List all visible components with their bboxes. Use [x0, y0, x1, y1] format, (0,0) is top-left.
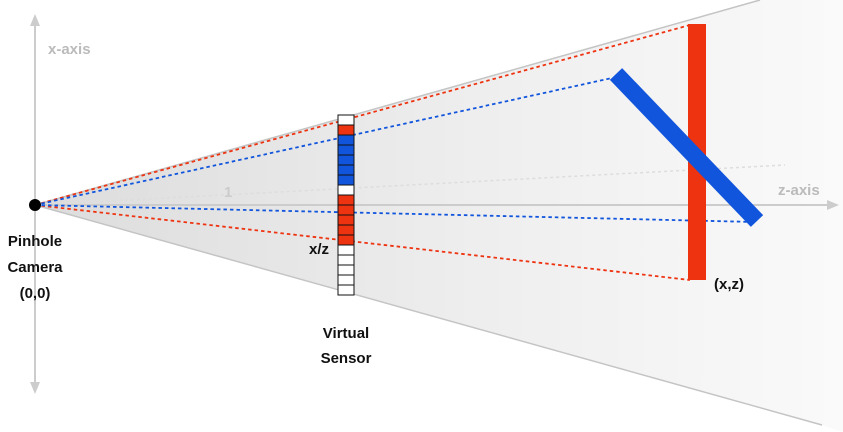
sensor-cell-white: [337, 114, 355, 126]
blue-object: [609, 68, 764, 227]
camera-label-line1: Pinhole: [8, 233, 62, 250]
sensor-cell-blue: [337, 174, 355, 186]
blue-ray-bottom: [34, 204, 756, 223]
sensor-cell-blue: [337, 134, 355, 146]
pinhole-camera-point: [29, 199, 41, 211]
x-over-z-label: x/z: [309, 241, 329, 258]
sensor-cell-red: [337, 194, 355, 206]
unit-label: 1: [224, 184, 232, 201]
frustum-upper-edge: [34, 0, 761, 206]
x-axis-arrow-up-icon: [30, 14, 40, 26]
x-axis-arrow-down-icon: [30, 382, 40, 394]
sensor-cell-blue: [337, 154, 355, 166]
x-axis-label: x-axis: [48, 41, 91, 58]
sensor-cell-white: [337, 274, 355, 286]
sensor-cell-red: [337, 224, 355, 236]
blue-ray-top: [34, 77, 613, 206]
sensor-cell-white: [337, 254, 355, 266]
z-axis-arrow-icon: [827, 200, 839, 210]
point-label: (x,z): [714, 276, 744, 293]
frustum-lower-edge: [34, 204, 823, 426]
sensor-cell-blue: [337, 144, 355, 156]
sensor-cell-white: [337, 264, 355, 276]
virtual-sensor: [337, 114, 355, 296]
sensor-cell-red: [337, 214, 355, 226]
red-ray-top: [34, 24, 691, 206]
camera-label-line3: (0,0): [20, 285, 51, 302]
view-frustum: [35, 0, 843, 432]
sensor-cell-white: [337, 244, 355, 256]
red-ray-bottom: [34, 204, 691, 281]
sensor-label-line1: Virtual: [323, 325, 369, 342]
sensor-cell-red: [337, 234, 355, 246]
z-axis-label: z-axis: [778, 182, 820, 199]
sensor-label-line2: Sensor: [321, 350, 372, 367]
sensor-cell-white: [337, 284, 355, 296]
camera-label-line2: Camera: [7, 259, 63, 276]
sensor-cell-red: [337, 124, 355, 136]
sensor-cell-white: [337, 184, 355, 196]
sensor-cell-blue: [337, 164, 355, 176]
unit-line: [34, 164, 786, 206]
sensor-cell-red: [337, 204, 355, 216]
